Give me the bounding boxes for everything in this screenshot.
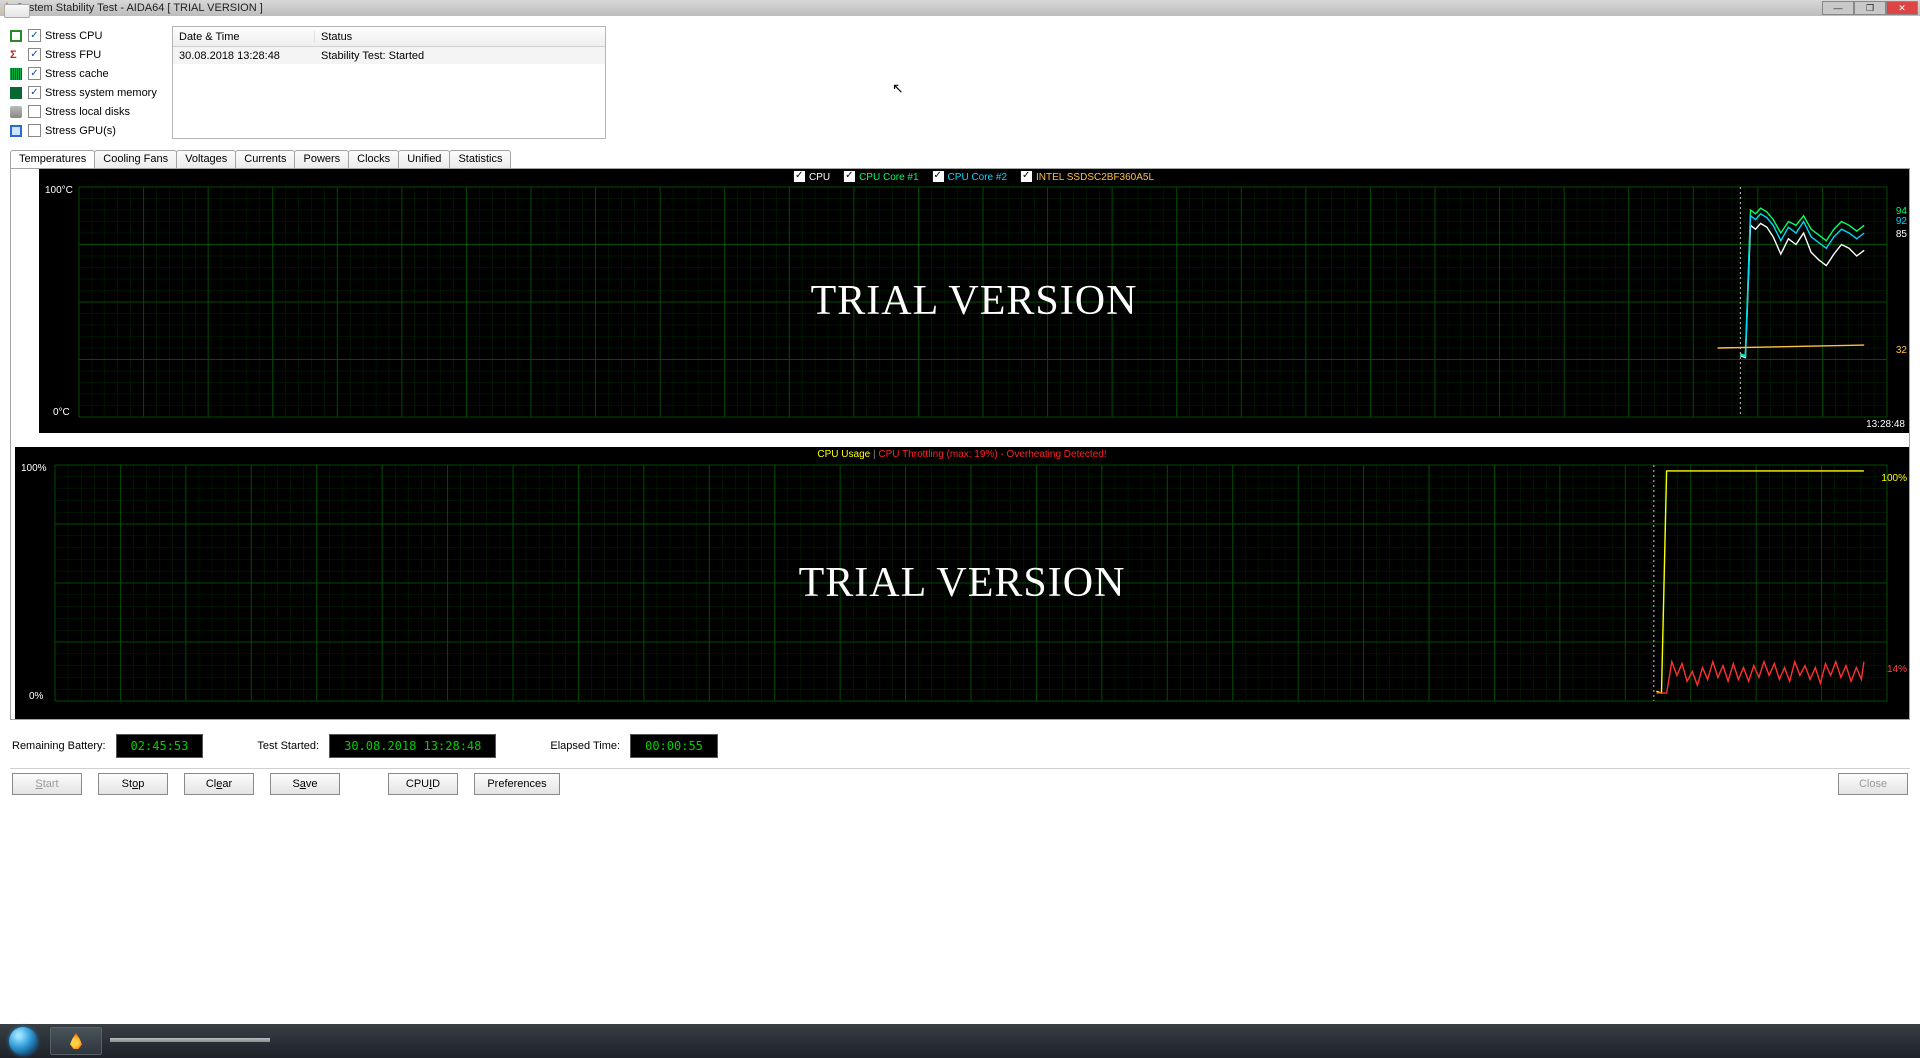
stress-cache-icon: [10, 68, 22, 80]
preferences-button[interactable]: Preferences: [474, 773, 560, 795]
stress-cache: ✓ Stress cache: [10, 64, 166, 83]
save-button[interactable]: Save: [270, 773, 340, 795]
stress-gpu-checkbox[interactable]: [28, 124, 41, 137]
stress-mem-icon: [10, 87, 22, 99]
window-title: System Stability Test - AIDA64 [ TRIAL V…: [16, 2, 263, 14]
status-row: Remaining Battery: 02:45:53 Test Started…: [10, 720, 1910, 768]
log-cell-datetime: 30.08.2018 13:28:48: [173, 50, 315, 62]
start-button[interactable]: Start: [12, 773, 82, 795]
tab-cooling-fans[interactable]: Cooling Fans: [94, 150, 177, 168]
stress-gpu-icon: [10, 125, 22, 137]
stress-cache-label[interactable]: Stress cache: [45, 68, 109, 80]
readout: 100%: [1881, 473, 1907, 484]
chart-splitter[interactable]: [11, 433, 1909, 447]
log-header-datetime[interactable]: Date & Time: [173, 31, 315, 43]
tab-unified[interactable]: Unified: [398, 150, 450, 168]
maximize-button[interactable]: [1854, 1, 1886, 15]
stress-mem: ✓ Stress system memory: [10, 83, 166, 102]
temp-legend: CPU CPU Core #1 CPU Core #2 INTEL SSDSC2BF3…: [794, 171, 1154, 183]
readout: 32: [1896, 345, 1907, 356]
watermark: TRIAL VERSION: [811, 277, 1138, 325]
stress-cpu-icon: [10, 30, 22, 42]
battery-label: Remaining Battery:: [12, 740, 106, 752]
watermark: TRIAL VERSION: [799, 559, 1126, 607]
close-window-button[interactable]: [1886, 1, 1918, 15]
legend-cpu-throttle[interactable]: CPU Throttling (max: 19%) - Overheating …: [878, 449, 1106, 460]
tab-clocks[interactable]: Clocks: [348, 150, 399, 168]
chart-tabs: TemperaturesCooling FansVoltagesCurrents…: [10, 150, 1910, 168]
stop-button[interactable]: Stop: [98, 773, 168, 795]
minimize-button[interactable]: [1822, 1, 1854, 15]
chart-options-button[interactable]: [4, 4, 30, 18]
tab-currents[interactable]: Currents: [235, 150, 295, 168]
stress-fpu-label[interactable]: Stress FPU: [45, 49, 101, 61]
stress-disk-icon: [10, 106, 22, 118]
button-row: Start Stop Clear Save CPUID Preferences …: [10, 768, 1910, 803]
stress-mem-checkbox[interactable]: ✓: [28, 86, 41, 99]
stress-fpu-checkbox[interactable]: ✓: [28, 48, 41, 61]
stress-disk-label[interactable]: Stress local disks: [45, 106, 130, 118]
stress-disk: Stress local disks: [10, 102, 166, 121]
start-button-taskbar[interactable]: [0, 1024, 46, 1058]
tab-temperatures[interactable]: Temperatures: [10, 150, 95, 168]
battery-value: 02:45:53: [116, 734, 204, 758]
stress-cpu-label[interactable]: Stress CPU: [45, 30, 102, 42]
y-axis-bottom: 0°C: [53, 407, 70, 418]
elapsed-label: Elapsed Time:: [550, 740, 620, 752]
tab-statistics[interactable]: Statistics: [449, 150, 511, 168]
legend-item[interactable]: CPU Core #2: [933, 171, 1007, 183]
stress-options: ✓ Stress CPU Σ ✓ Stress FPU ✓ Stress cache ✓ Str…: [10, 26, 166, 140]
taskbar-app-aida64[interactable]: [50, 1027, 102, 1055]
stress-fpu: Σ ✓ Stress FPU: [10, 45, 166, 64]
legend-item[interactable]: CPU Core #1: [844, 171, 918, 183]
y-axis-top: 100°C: [45, 185, 73, 196]
stress-mem-label[interactable]: Stress system memory: [45, 87, 157, 99]
readout: 92: [1896, 216, 1907, 227]
tab-powers[interactable]: Powers: [294, 150, 349, 168]
titlebar: System Stability Test - AIDA64 [ TRIAL V…: [0, 0, 1920, 16]
close-button[interactable]: Close: [1838, 773, 1908, 795]
tab-voltages[interactable]: Voltages: [176, 150, 236, 168]
y-axis-top: 100%: [21, 463, 47, 474]
x-axis-time: 13:28:48: [1866, 419, 1905, 430]
taskbar[interactable]: [0, 1024, 1920, 1058]
legend-cpu-usage[interactable]: CPU Usage: [817, 449, 870, 460]
charts-panel: 100°C0°C13:28:48TRIAL VERSION94928532CPU…: [10, 168, 1910, 720]
temperature-chart: 100°C0°C13:28:48TRIAL VERSION94928532CPU…: [39, 169, 1909, 433]
cpu-legend: CPU Usage | CPU Throttling (max: 19%) - …: [817, 449, 1106, 460]
started-label: Test Started:: [257, 740, 319, 752]
stress-gpu-label[interactable]: Stress GPU(s): [45, 125, 116, 137]
cpu-usage-chart: 100% 0% TRIAL VERSION 100% 14% CPU Usage | CP…: [15, 447, 1909, 719]
log-header-status[interactable]: Status: [315, 31, 605, 43]
elapsed-value: 00:00:55: [630, 734, 718, 758]
cpuid-button[interactable]: CPUID: [388, 773, 458, 795]
stress-cache-checkbox[interactable]: ✓: [28, 67, 41, 80]
stress-cpu-checkbox[interactable]: ✓: [28, 29, 41, 42]
log-row[interactable]: 30.08.2018 13:28:48 Stability Test: Star…: [173, 47, 605, 64]
log-table: Date & Time Status 30.08.2018 13:28:48 S…: [172, 26, 606, 139]
stress-cpu: ✓ Stress CPU: [10, 26, 166, 45]
readout: 85: [1896, 229, 1907, 240]
legend-item[interactable]: CPU: [794, 171, 830, 183]
readout: 14%: [1887, 664, 1907, 675]
stress-gpu: Stress GPU(s): [10, 121, 166, 140]
clear-button[interactable]: Clear: [184, 773, 254, 795]
started-value: 30.08.2018 13:28:48: [329, 734, 496, 758]
stress-fpu-icon: Σ: [10, 49, 22, 61]
log-cell-status: Stability Test: Started: [315, 50, 605, 62]
stress-disk-checkbox[interactable]: [28, 105, 41, 118]
taskbar-handle: [110, 1038, 270, 1042]
y-axis-bottom: 0%: [29, 691, 43, 702]
legend-item[interactable]: INTEL SSDSC2BF360A5L: [1021, 171, 1154, 183]
